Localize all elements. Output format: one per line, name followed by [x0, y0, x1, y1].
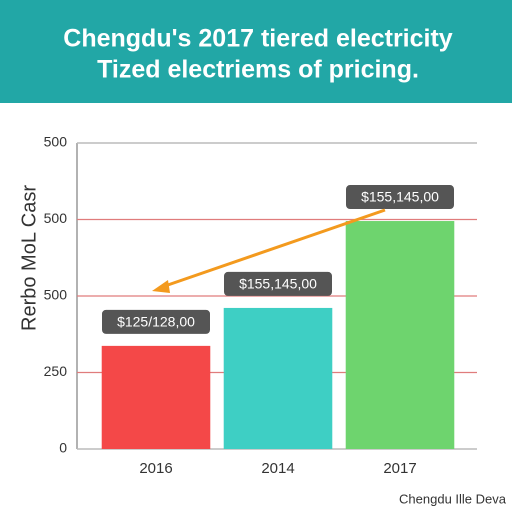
annotation-box — [102, 309, 210, 334]
y-axis-label: Rerbo MoL Casr — [18, 185, 40, 331]
bar — [345, 221, 455, 449]
x-tick-label: 2014 — [261, 460, 294, 477]
chart-title: Chengdu's 2017 tiered electricity — [63, 25, 453, 53]
annotation: $155,145,00 — [239, 276, 317, 292]
x-tick-label: 2017 — [383, 460, 416, 477]
bar — [101, 345, 211, 449]
bar — [223, 307, 333, 449]
x-tick-label: 2016 — [139, 460, 172, 477]
y-tick-label: 500 — [44, 287, 68, 303]
annotation-box — [224, 271, 332, 296]
chart-title: Tized electriems of pricing. — [97, 56, 419, 84]
y-tick-label: 500 — [44, 134, 68, 150]
annotation: $155,145,00 — [361, 189, 439, 205]
annotation-box — [346, 185, 454, 210]
plot: 0 250 500 500 500 2016 $125/128,00 2014 $155,145… — [44, 134, 477, 477]
y-tick-label: 250 — [44, 363, 68, 379]
header-band — [0, 0, 512, 103]
footer: Chengdu Ille Deva — [399, 491, 507, 506]
arrow-head — [152, 280, 170, 293]
y-tick-label: 500 — [44, 210, 68, 226]
annotation: $125/128,00 — [117, 314, 195, 330]
y-tick-label: 0 — [59, 440, 67, 456]
arrow — [161, 208, 386, 289]
